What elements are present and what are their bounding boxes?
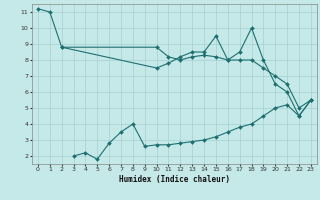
X-axis label: Humidex (Indice chaleur): Humidex (Indice chaleur) xyxy=(119,175,230,184)
